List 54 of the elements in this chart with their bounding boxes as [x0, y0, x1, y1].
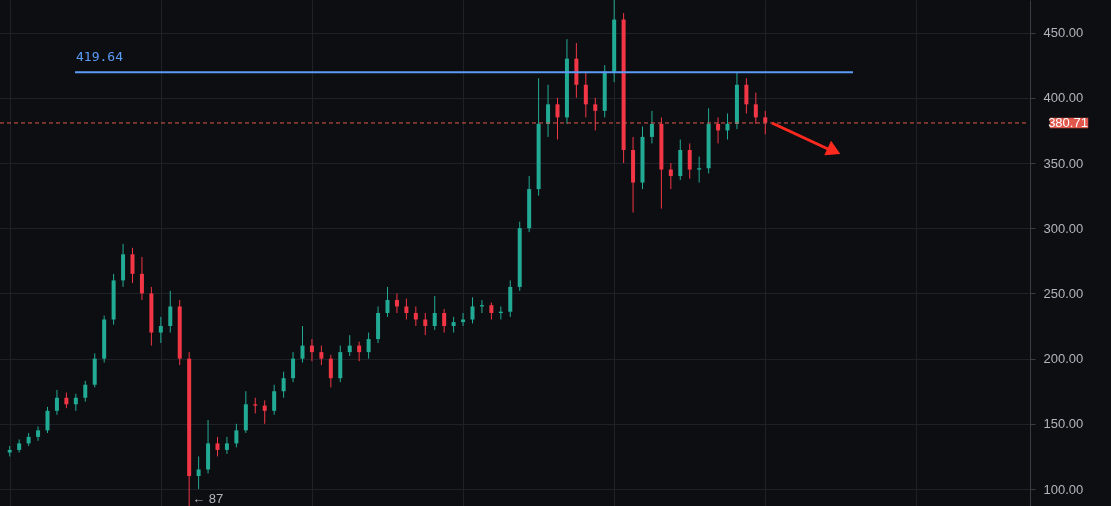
y-tick-label: 100.00	[1043, 481, 1084, 497]
candlestick	[319, 345, 324, 366]
candlestick	[432, 295, 437, 331]
candlestick	[546, 84, 551, 138]
candlestick	[649, 110, 654, 144]
candlestick	[366, 332, 371, 360]
candlestick	[54, 389, 59, 416]
candlestick	[697, 155, 702, 184]
candlestick	[763, 110, 768, 135]
candlestick	[309, 338, 314, 362]
ref-line-label: 419.64	[76, 49, 124, 65]
candlestick	[470, 296, 475, 324]
candlestick	[36, 425, 41, 442]
candlestick	[328, 354, 333, 388]
candlestick	[347, 334, 352, 357]
candlestick	[224, 436, 229, 455]
candlestick	[583, 71, 588, 118]
candlestick	[385, 286, 390, 318]
candlestick	[83, 380, 88, 403]
candlestick	[394, 292, 399, 314]
candlestick	[158, 316, 163, 344]
candlestick	[744, 77, 749, 114]
candlestick	[413, 305, 418, 327]
candlestick	[725, 112, 730, 141]
candlestick	[716, 116, 721, 144]
y-tick-label: 300.00	[1043, 220, 1084, 236]
candlestick	[234, 423, 239, 448]
y-tick-label: 450.00	[1043, 25, 1084, 41]
candlestick	[404, 298, 409, 321]
candlestick	[272, 384, 277, 416]
y-tick-label: 250.00	[1043, 285, 1084, 301]
candlestick	[130, 247, 135, 284]
y-tick-label: 400.00	[1043, 90, 1084, 106]
candlestick	[593, 97, 598, 131]
candlestick	[442, 308, 447, 334]
candlestick	[687, 142, 692, 180]
candlestick	[215, 436, 220, 457]
candlestick	[668, 162, 673, 190]
candlestick	[281, 371, 286, 399]
candlestick	[168, 290, 173, 334]
annotation: ← 87	[192, 491, 224, 506]
y-tick-label: 200.00	[1043, 351, 1084, 367]
candlestick	[555, 97, 560, 141]
candlestick	[300, 325, 305, 364]
candlestick	[262, 399, 267, 425]
candlestick	[291, 351, 296, 383]
candlestick	[423, 312, 428, 336]
y-tick-label: 150.00	[1043, 416, 1084, 432]
candlestick	[45, 406, 50, 434]
candlestick	[357, 341, 362, 362]
candlestick	[753, 92, 758, 125]
candlestick	[139, 256, 144, 301]
y-tick-label: 350.00	[1043, 155, 1084, 171]
candlestick	[196, 455, 201, 490]
